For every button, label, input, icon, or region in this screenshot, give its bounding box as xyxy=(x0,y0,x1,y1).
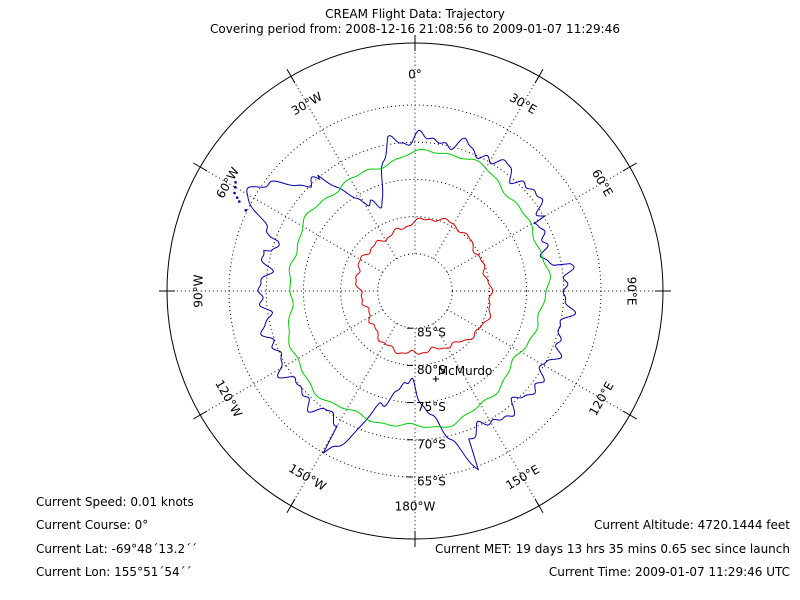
latitude-circle xyxy=(302,178,528,404)
longitude-label: 150°E xyxy=(503,462,542,492)
frame-tick xyxy=(286,498,296,513)
latitude-label: 85°S xyxy=(417,326,446,340)
island xyxy=(238,200,241,203)
current-altitude: Current Altitude: 4720.1444 feet xyxy=(593,518,790,532)
longitude-label: 60°W xyxy=(213,165,242,201)
frame-tick xyxy=(193,410,208,420)
current-lat: Current Lat: -69°48´13.2´´ xyxy=(36,542,198,556)
latitude-label: 70°S xyxy=(417,437,446,451)
current-lon: Current Lon: 155°51´54´´ xyxy=(36,565,192,579)
chart-subtitle: Covering period from: 2008-12-16 21:08:5… xyxy=(210,22,620,36)
frame-tick xyxy=(622,162,637,172)
mcmurdo-marker xyxy=(432,375,439,382)
graticule xyxy=(159,35,671,547)
coastline xyxy=(246,129,577,471)
latitude-label: 80°S xyxy=(417,363,446,377)
chart-title: CREAM Flight Data: Trajectory xyxy=(325,7,505,21)
latitude-label: 65°S xyxy=(417,475,446,489)
current-time: Current Time: 2009-01-07 11:29:46 UTC xyxy=(548,565,790,579)
current-course: Current Course: 0° xyxy=(36,518,149,532)
longitude-label: 30°W xyxy=(289,89,325,118)
current-speed: Current Speed: 0.01 knots xyxy=(36,495,194,509)
island xyxy=(233,191,236,195)
island xyxy=(244,208,248,212)
latitude-label: 75°S xyxy=(417,400,446,414)
island xyxy=(234,181,237,184)
longitude-label: 90°E xyxy=(624,277,638,306)
longitude-label: 150°W xyxy=(286,461,328,494)
longitude-label: 120°E xyxy=(586,379,616,418)
frame-tick xyxy=(286,69,296,84)
antarctica-coastline xyxy=(233,129,577,471)
longitude-label: 60°E xyxy=(589,167,616,199)
trajectory-inner-loop xyxy=(355,217,494,355)
frame-tick xyxy=(534,498,544,513)
current-met: Current MET: 19 days 13 hrs 35 mins 0.65… xyxy=(434,542,790,556)
island xyxy=(233,185,237,189)
longitude-label: 180°W xyxy=(395,499,436,513)
longitude-label: 0° xyxy=(408,68,422,82)
longitude-label: 30°E xyxy=(507,90,539,117)
frame-tick xyxy=(534,69,544,84)
mcmurdo-label: McMurdo xyxy=(438,364,493,378)
flight-trajectory xyxy=(288,148,551,428)
frame-tick xyxy=(193,162,208,172)
latitude-circle xyxy=(340,216,490,366)
frame-tick xyxy=(622,410,637,420)
latitude-circle xyxy=(377,253,453,329)
island xyxy=(235,196,239,199)
latitude-circle xyxy=(265,141,565,441)
longitude-label: 90°W xyxy=(192,274,206,307)
longitude-label: 120°W xyxy=(212,377,245,419)
trajectory-outer-loop xyxy=(288,148,551,428)
